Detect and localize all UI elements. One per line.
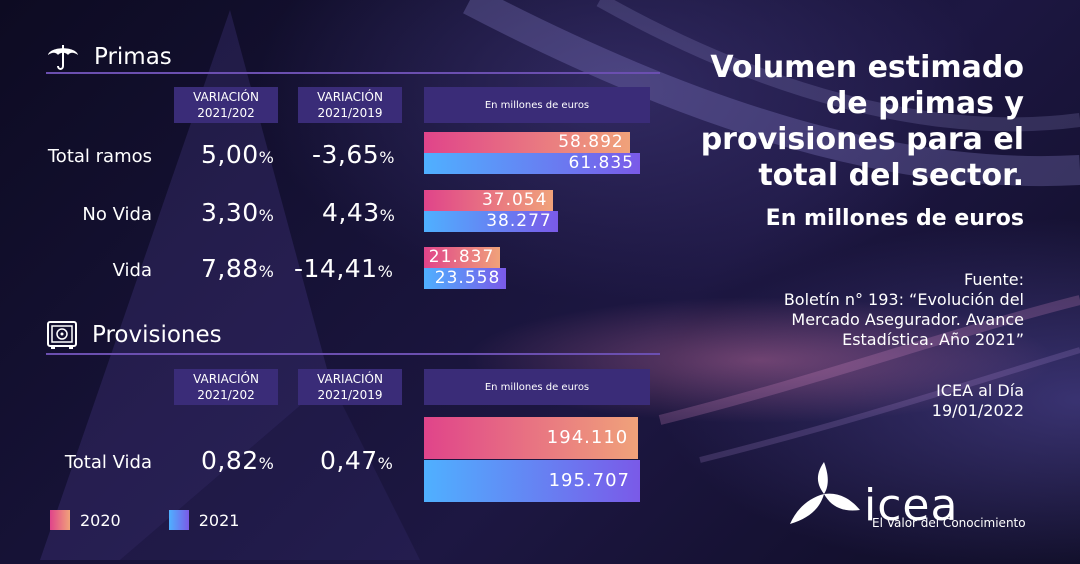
icea-logo: icea El Valor del Conocimiento <box>784 458 1026 531</box>
col-head-line2: 2021/202 <box>197 106 255 120</box>
col-head-line1: VARIACIÓN <box>317 372 383 386</box>
legend-label-2021: 2021 <box>198 510 240 530</box>
publication-name: ICEA al Día <box>936 381 1024 400</box>
col-head-line2: 2021/2019 <box>317 388 383 402</box>
legend-label-2020: 2020 <box>80 510 121 530</box>
logo-tagline: El Valor del Conocimiento <box>872 516 1026 530</box>
legend: 2020 2021 <box>50 510 287 530</box>
pct-value: -14,41 <box>294 254 378 283</box>
pct-value: 0,47 <box>320 446 378 475</box>
col-head-line1: VARIACIÓN <box>317 90 383 104</box>
pct-symbol: % <box>258 148 275 167</box>
safe-icon <box>47 321 77 349</box>
pct-value: 0,82 <box>201 446 259 475</box>
source-line: Mercado Asegurador. Avance <box>791 310 1024 329</box>
pct-value: 7,88 <box>201 254 259 283</box>
primas-col-var-2019: VARIACIÓN 2021/2019 <box>298 87 402 123</box>
pct-symbol: % <box>377 262 394 281</box>
publication-date: 19/01/2022 <box>931 401 1024 420</box>
pct-symbol: % <box>377 454 394 473</box>
row-label-vida: Vida <box>112 260 152 281</box>
col-head-line1: VARIACIÓN <box>193 372 259 386</box>
pct-var-2019: 0,47% <box>320 446 393 475</box>
pct-symbol: % <box>379 148 395 167</box>
primas-unit-header: En millones de euros <box>424 87 650 123</box>
provisiones-unit-header: En millones de euros <box>424 369 650 405</box>
pct-value: 3,30 <box>201 198 259 227</box>
legend-item-2020: 2020 <box>50 510 121 530</box>
pct-value: 5,00 <box>201 140 259 169</box>
provisiones-header: Provisiones <box>46 320 222 350</box>
umbrella-icon <box>48 45 78 70</box>
pct-symbol: % <box>258 454 275 473</box>
pct-symbol: % <box>258 206 275 225</box>
provisiones-rule <box>46 353 660 355</box>
pct-value: -3,65 <box>312 140 380 169</box>
legend-swatch-2021 <box>168 510 189 530</box>
main-title: Volumen estimado de primas y provisiones… <box>700 50 1024 193</box>
primas-col-var-2020: VARIACIÓN 2021/202 <box>174 87 278 123</box>
source-line: Boletín n° 193: “Evolución del <box>783 290 1024 309</box>
publication-block: ICEA al Día 19/01/2022 <box>932 381 1024 421</box>
pct-var-2019: 4,43% <box>322 198 395 227</box>
pct-var-2019: -14,41% <box>294 254 393 283</box>
bar-2021-no-vida: 38.277 <box>424 211 558 232</box>
pct-var-2019: -3,65% <box>312 140 395 169</box>
bar-2021-total-ramos: 61.835 <box>424 153 640 174</box>
title-block: Volumen estimado de primas y provisiones… <box>684 50 1024 231</box>
col-head-line2: 2021/202 <box>197 388 255 402</box>
row-label-total-ramos: Total ramos <box>47 146 152 167</box>
primas-rule <box>46 72 660 74</box>
bar-2020-total-vida: 194.110 <box>424 417 639 459</box>
legend-item-2021: 2021 <box>168 510 240 530</box>
provisiones-col-var-2020: VARIACIÓN 2021/202 <box>174 369 278 405</box>
source-block: Fuente: Boletín n° 193: “Evolución del M… <box>704 270 1024 350</box>
bar-2020-no-vida: 37.054 <box>424 190 554 211</box>
col-head-line1: VARIACIÓN <box>193 90 259 104</box>
icea-logo-mark-icon <box>790 462 860 524</box>
bar-2020-total-ramos: 58.892 <box>424 132 630 153</box>
bar-2020-vida: 21.837 <box>424 247 501 268</box>
primas-title: Primas <box>94 44 172 70</box>
row-label-no-vida: No Vida <box>82 204 152 225</box>
pct-symbol: % <box>258 262 275 281</box>
provisiones-title: Provisiones <box>92 322 222 348</box>
subtitle: En millones de euros <box>765 206 1024 231</box>
bar-2021-total-vida: 195.707 <box>424 460 640 502</box>
pct-var-2020: 3,30% <box>201 198 274 227</box>
source-line: Estadística. Año 2021” <box>842 330 1024 349</box>
pct-var-2020: 5,00% <box>201 140 274 169</box>
pct-var-2020: 7,88% <box>201 254 274 283</box>
row-label-total-vida: Total Vida <box>64 452 152 473</box>
legend-swatch-2020 <box>50 510 70 530</box>
source-label: Fuente: <box>964 270 1024 289</box>
provisiones-col-var-2019: VARIACIÓN 2021/2019 <box>298 369 402 405</box>
pct-var-2020: 0,82% <box>201 446 274 475</box>
pct-value: 4,43 <box>322 198 380 227</box>
bar-2021-vida: 23.558 <box>424 268 507 289</box>
primas-header: Primas <box>46 42 172 72</box>
col-head-line2: 2021/2019 <box>317 106 383 120</box>
pct-symbol: % <box>379 206 396 225</box>
logo-wordmark: icea <box>864 480 959 531</box>
